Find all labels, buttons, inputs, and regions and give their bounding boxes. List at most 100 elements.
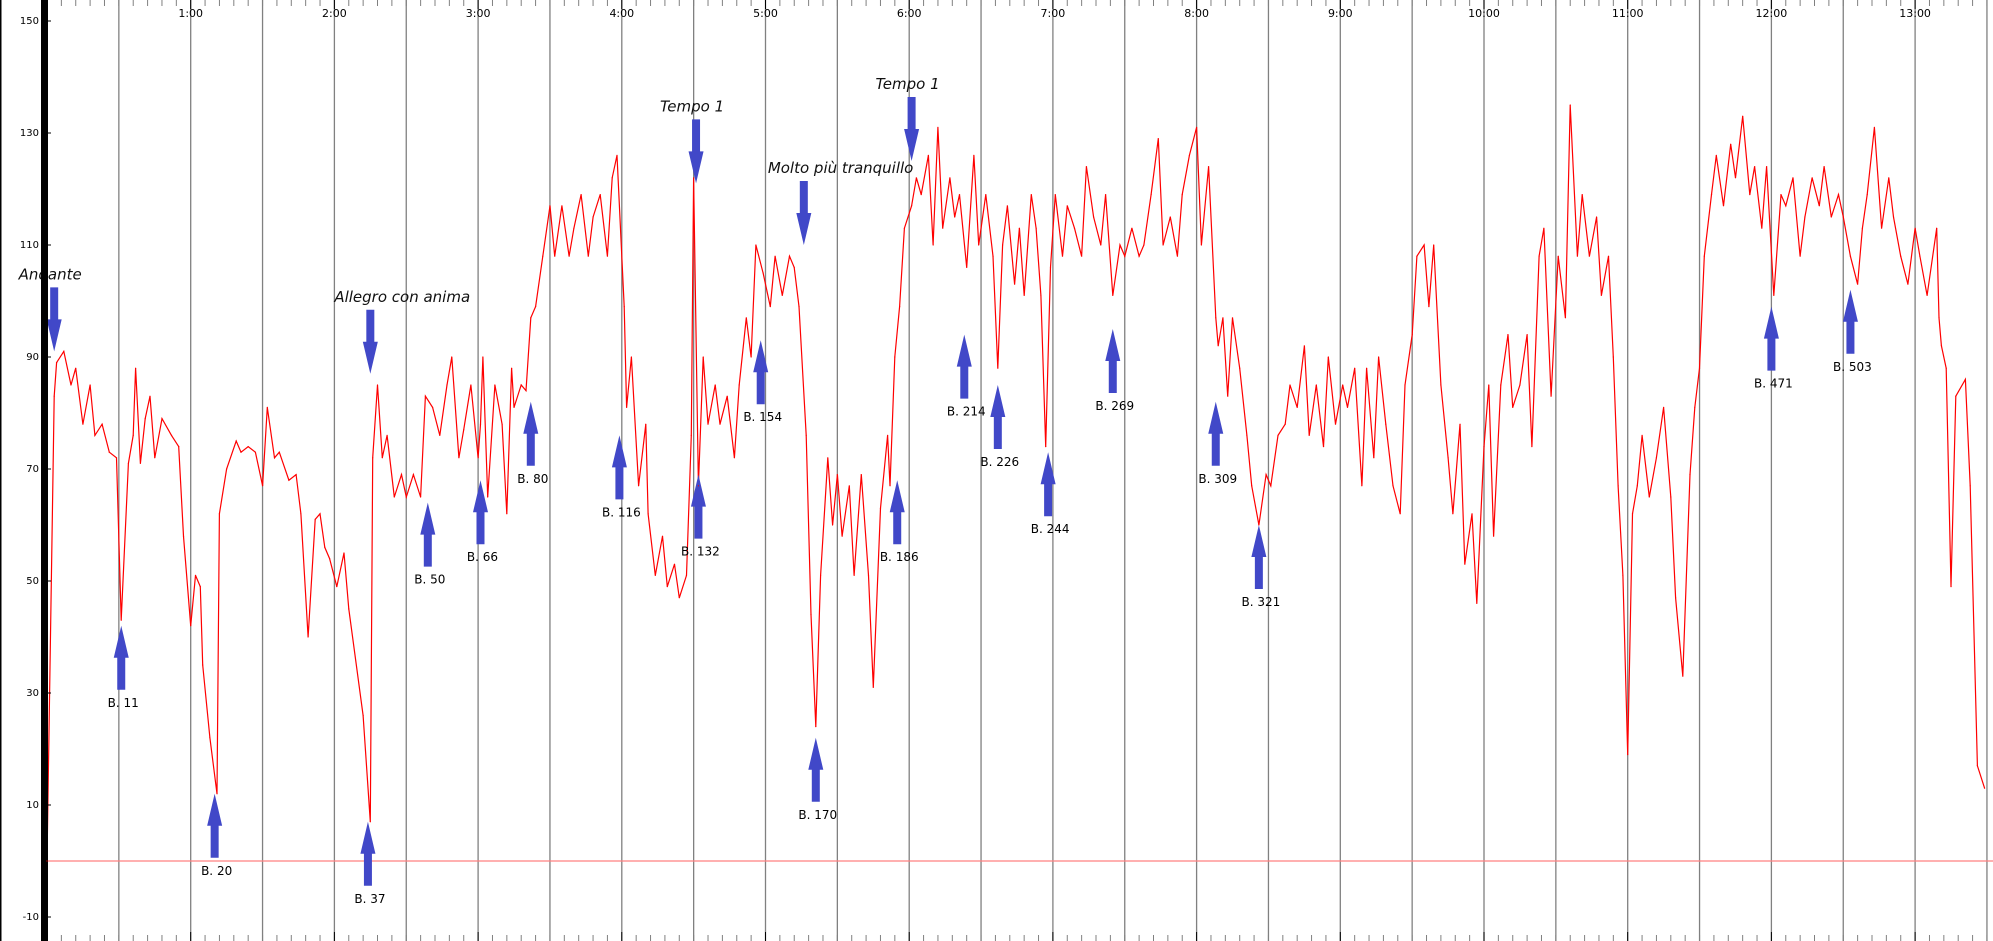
data-point	[1049, 266, 1052, 268]
data-point	[1188, 154, 1191, 156]
data-point	[831, 524, 834, 526]
data-point	[1131, 227, 1133, 229]
data-point	[63, 350, 65, 352]
arrow-up-icon	[472, 480, 488, 545]
data-point	[793, 266, 795, 268]
data-point	[520, 384, 522, 386]
data-point	[733, 457, 735, 459]
data-point	[1073, 227, 1076, 229]
left-border	[0, 0, 2, 941]
y-tick-label: 90	[26, 352, 39, 363]
data-point	[1119, 244, 1121, 246]
bar-marker: B. 244	[1031, 452, 1069, 536]
data-point	[1703, 255, 1705, 257]
data-point	[1035, 227, 1037, 229]
data-point	[903, 227, 906, 229]
data-point	[1622, 574, 1624, 577]
data-point	[1914, 227, 1916, 229]
data-point	[1670, 496, 1672, 498]
data-point	[1227, 395, 1229, 397]
data-point	[673, 563, 676, 565]
data-point	[362, 714, 364, 717]
tempo-marking-label: Andante	[18, 265, 82, 283]
data-point	[127, 462, 130, 464]
data-point	[405, 496, 407, 498]
x-tick-label: 11:00	[1612, 7, 1644, 20]
data-point	[860, 474, 862, 476]
data-point	[1950, 586, 1952, 588]
data-point	[1217, 345, 1219, 347]
data-point	[115, 457, 118, 459]
data-point	[568, 255, 570, 257]
data-point	[1100, 244, 1102, 246]
data-point	[101, 423, 103, 425]
data-point	[899, 306, 901, 308]
data-point	[1492, 535, 1495, 537]
data-point	[1682, 675, 1684, 677]
data-point	[887, 434, 889, 436]
arrow-up-icon	[956, 334, 972, 399]
data-point	[592, 216, 594, 218]
data-point	[1231, 317, 1234, 319]
arrow-up-icon	[1040, 452, 1056, 517]
x-tick-label: 13:00	[1899, 7, 1931, 20]
x-tick-label: 10:00	[1468, 7, 1500, 20]
arrow-up-icon	[1842, 289, 1858, 354]
data-point	[1440, 384, 1442, 386]
data-point	[94, 434, 96, 436]
data-point	[1081, 255, 1083, 257]
data-point	[1018, 227, 1020, 229]
data-point	[1761, 227, 1763, 229]
data-point	[89, 384, 91, 386]
data-point	[1476, 602, 1478, 605]
data-point	[1006, 205, 1008, 207]
bar-number-label: B. 214	[947, 405, 986, 419]
data-point	[1500, 384, 1502, 386]
data-point	[70, 384, 72, 386]
data-point	[278, 451, 280, 453]
tempo-marking-label: Molto più tranquillo	[768, 159, 914, 177]
bar-marker: B. 321	[1241, 525, 1280, 609]
arrow-up-icon	[523, 401, 539, 466]
data-point	[1689, 474, 1691, 476]
data-point	[487, 496, 489, 498]
data-point	[1346, 406, 1349, 408]
data-point	[697, 485, 700, 487]
data-point	[266, 406, 268, 408]
data-point	[1411, 334, 1413, 336]
data-point	[307, 636, 309, 638]
data-point	[997, 367, 999, 369]
data-point	[329, 558, 331, 560]
data-point	[1663, 406, 1665, 408]
data-point	[494, 384, 496, 386]
data-point	[1061, 255, 1064, 257]
data-point	[1258, 524, 1260, 526]
data-point	[1799, 255, 1801, 257]
data-point	[954, 216, 956, 218]
bar-number-label: B. 37	[354, 892, 385, 906]
bar-marker: B. 186	[880, 480, 919, 564]
data-point	[958, 194, 961, 196]
data-point	[1919, 255, 1921, 257]
data-point	[1354, 367, 1356, 369]
data-point	[1715, 154, 1717, 156]
data-point	[446, 384, 448, 386]
data-point	[336, 586, 338, 588]
data-point	[439, 434, 441, 436]
data-point	[1181, 194, 1183, 196]
data-point	[1404, 384, 1406, 386]
data-point	[1811, 177, 1813, 179]
arrow-up-icon	[889, 480, 905, 545]
data-point	[530, 317, 532, 319]
data-point	[501, 423, 503, 425]
data-point	[288, 479, 290, 481]
data-point	[135, 367, 137, 369]
data-point	[1969, 485, 1971, 487]
data-point	[1378, 356, 1380, 358]
data-point	[1471, 513, 1473, 515]
data-point	[1308, 434, 1310, 436]
data-point	[170, 434, 173, 436]
data-point	[1617, 485, 1619, 487]
bar-number-label: B. 132	[681, 545, 720, 559]
data-point	[611, 177, 613, 179]
